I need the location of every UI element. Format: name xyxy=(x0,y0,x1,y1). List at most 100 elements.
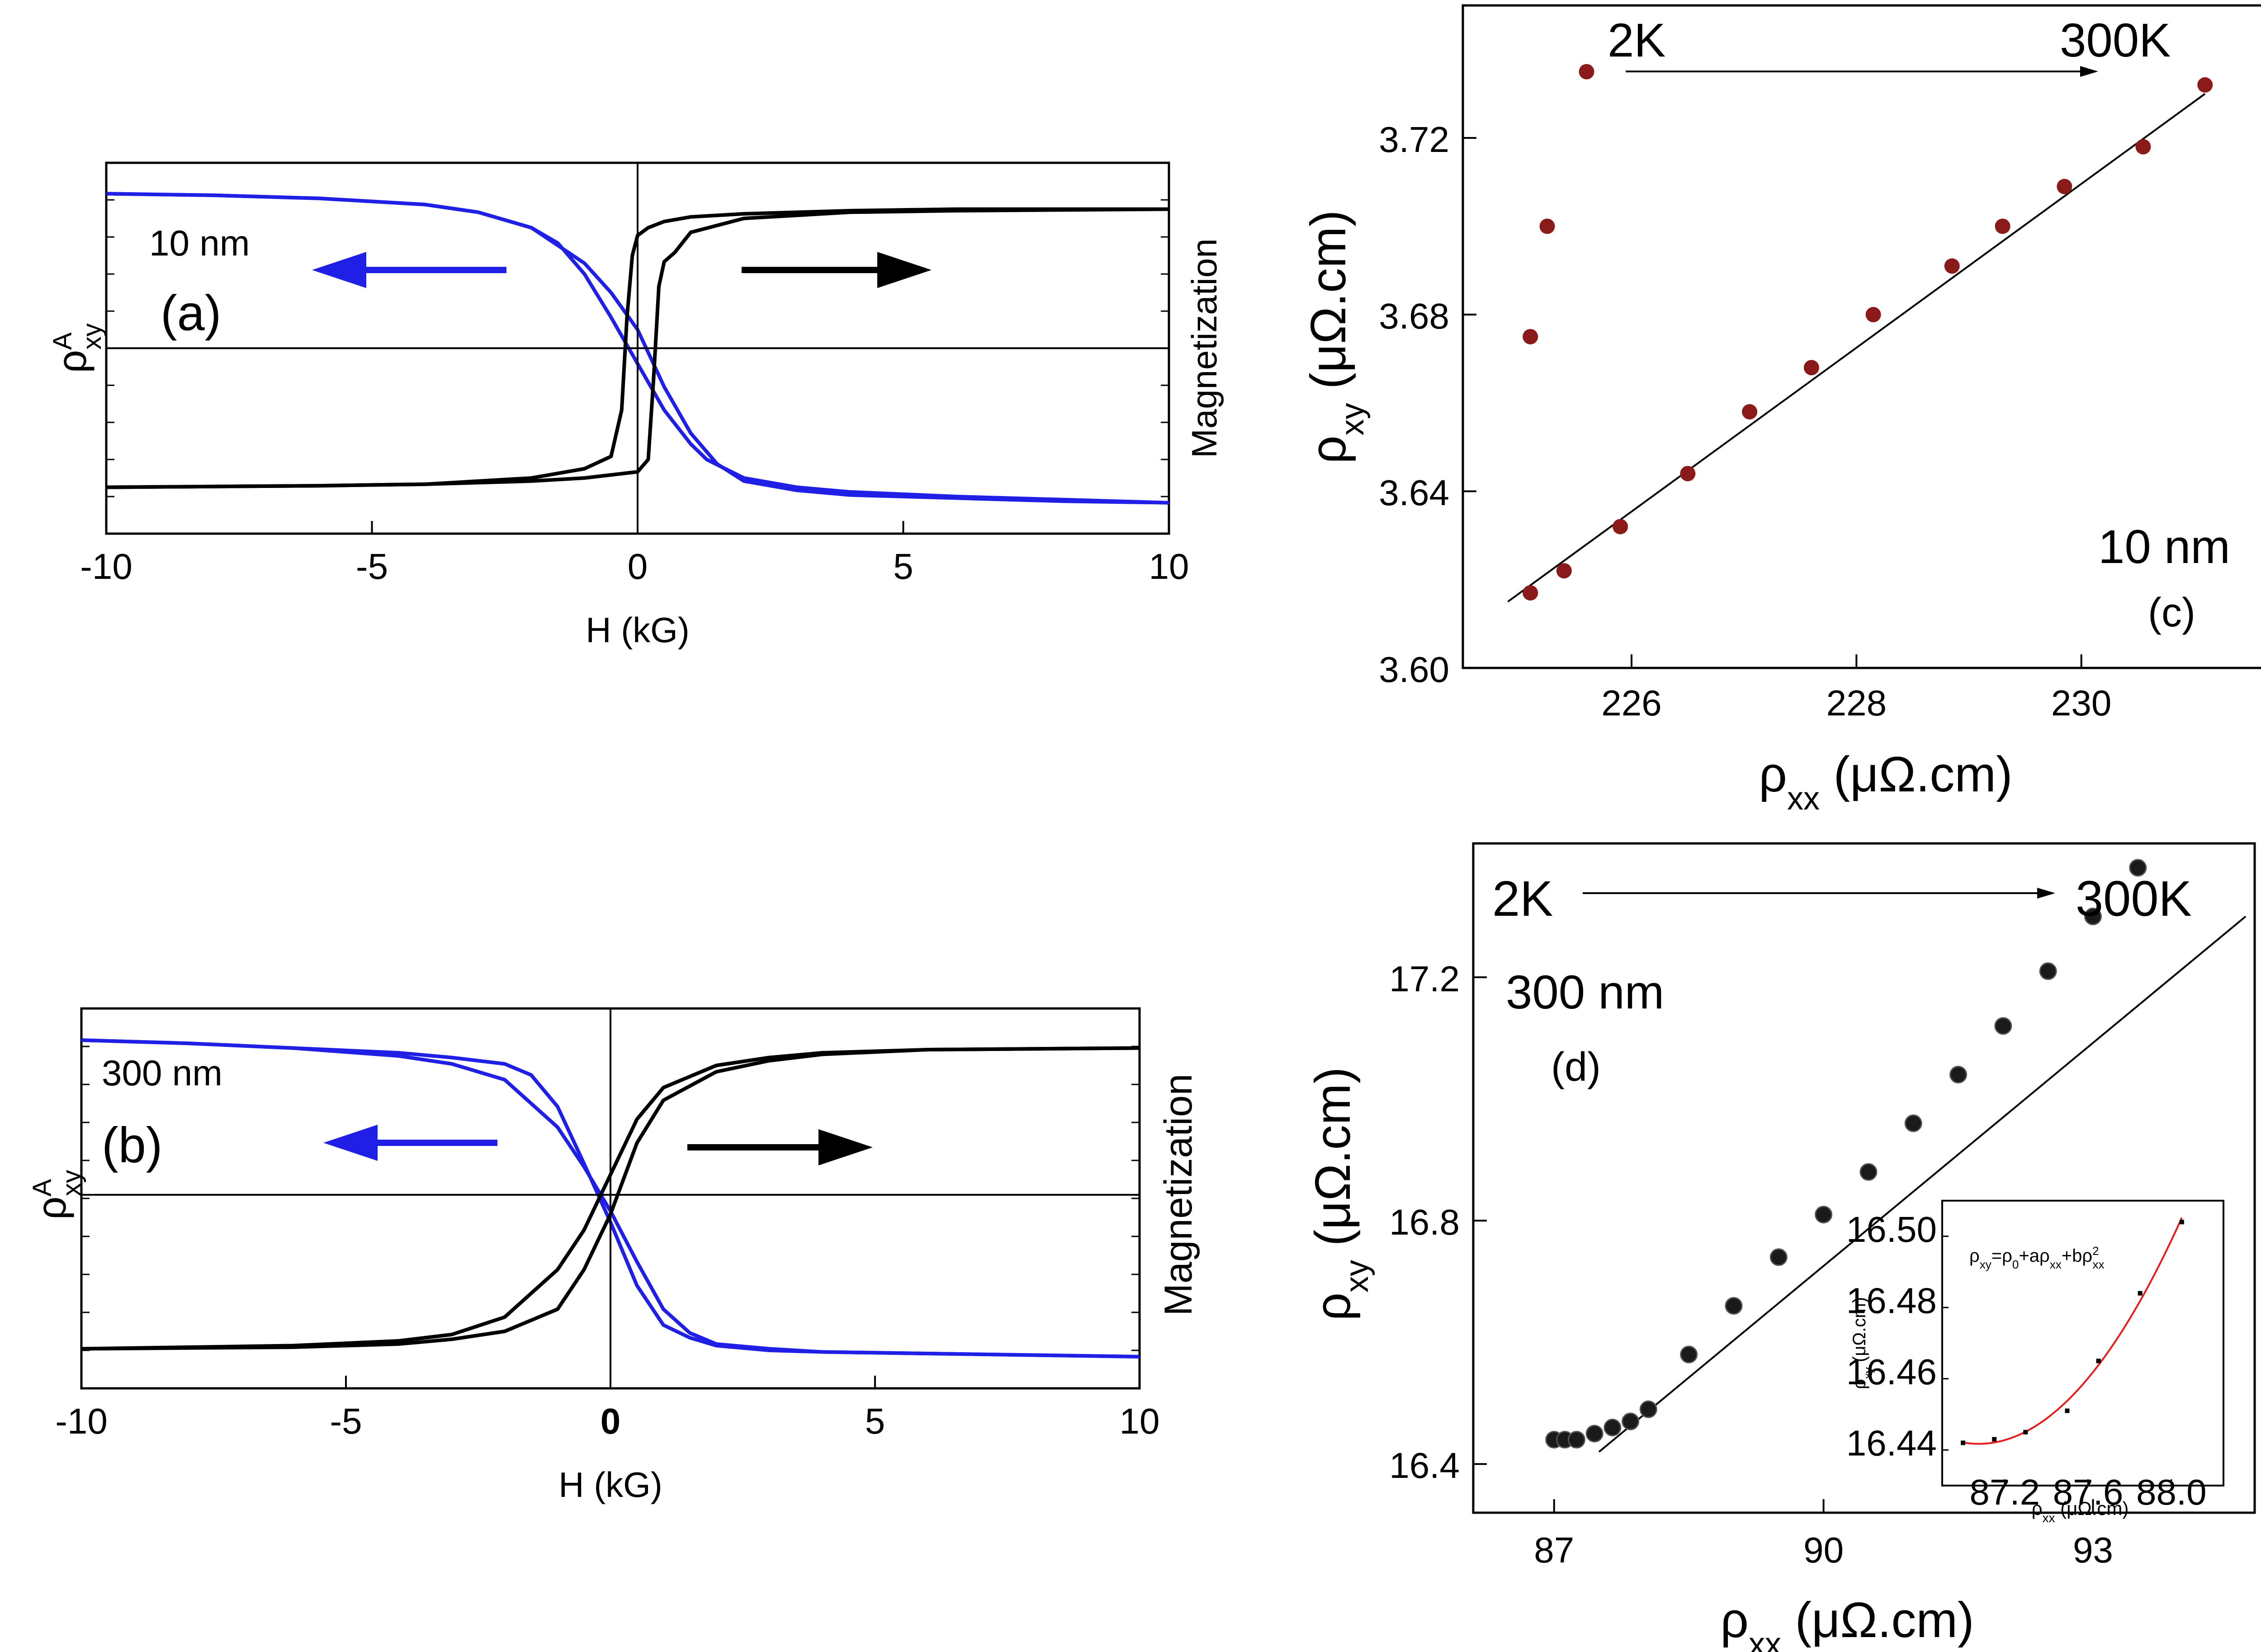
panel-b-hysteresis: -10 -5 0 5 10 300 nm (b) H (kG) ρAxy Magneti… xyxy=(28,1007,1200,1505)
panel-d-label: (d) xyxy=(1551,1045,1601,1090)
inset-frame xyxy=(1941,1200,2224,1486)
panel-c-label: (c) xyxy=(2148,590,2195,635)
panel-b-label: (b) xyxy=(102,1117,162,1173)
panel-d-data-point xyxy=(1949,1065,1968,1084)
panel-d-temp-start: 2K xyxy=(1492,871,1553,927)
panel-c-ytick-label: 3.68 xyxy=(1379,296,1449,336)
inset-ytick-label: 16.50 xyxy=(1846,1209,1937,1250)
inset-data-point xyxy=(2138,1291,2143,1296)
panel-c-temp-arrow-head xyxy=(2080,66,2098,77)
panel-c-data-point xyxy=(1539,218,1555,234)
panel-c-xlabel: ρxx (μΩ.cm) xyxy=(1759,747,2012,817)
inset-data-point xyxy=(2179,1220,2184,1225)
panel-b-xtick-label: 10 xyxy=(1120,1401,1160,1441)
panel-b-xlabel: H (kG) xyxy=(558,1465,662,1505)
inset-ylabel: ρxy (μΩ.cm) xyxy=(1849,1297,1875,1389)
panel-a-hall-arrow-head xyxy=(312,252,366,288)
panel-d-data-point xyxy=(1815,1206,1833,1224)
panel-d-ytick-label: 17.2 xyxy=(1389,959,1460,999)
panel-c-fit-line xyxy=(1507,93,2206,603)
panel-a-ylabel-left: ρAxy xyxy=(48,323,107,373)
inset-formula: ρxy=ρ0+aρxx+bρ2 xx xyxy=(1969,1244,2105,1271)
inset-xlabel: ρxx (μΩ.cm) xyxy=(2032,1498,2129,1525)
panel-c-data-point xyxy=(1556,563,1572,579)
panel-c-data-point xyxy=(1523,329,1538,345)
panel-a-hysteresis: -10 -5 0 5 10 10 nm (a) H (kG) ρAxy Magnetiz… xyxy=(48,161,1224,650)
panel-c-data-point xyxy=(1803,360,1819,375)
panel-b-hall-arrow-head xyxy=(323,1125,378,1161)
panel-c-data-point xyxy=(1742,404,1758,420)
panel-d-xtick-label: 87 xyxy=(1534,1530,1574,1570)
panel-d-ytick-label: 16.8 xyxy=(1389,1202,1460,1242)
panel-c-data-point xyxy=(2057,179,2072,194)
panel-d-data-point xyxy=(1567,1431,1585,1449)
panel-c-data-point xyxy=(1944,258,1960,274)
panel-b-mag-arrow-head xyxy=(818,1129,873,1165)
panel-d-data-point xyxy=(1904,1114,1922,1132)
inset-ytick-label: 16.48 xyxy=(1846,1280,1937,1321)
panel-d-data-point xyxy=(2084,907,2102,925)
panel-a-xtick-label: -5 xyxy=(356,546,388,587)
inset-ytick-label: 16.44 xyxy=(1846,1423,1937,1463)
panel-c-ytick-label: 3.64 xyxy=(1379,473,1449,513)
inset-xtick-label: 87.2 xyxy=(1969,1472,2040,1512)
panel-d-xtick-label: 93 xyxy=(2073,1530,2113,1570)
panel-b-xtick-label: 0 xyxy=(601,1401,621,1441)
panel-c-xtick-label: 230 xyxy=(2051,683,2111,723)
panel-a-xtick-label: 5 xyxy=(893,546,913,587)
panel-c-ytick-label: 3.72 xyxy=(1379,119,1449,160)
panel-a-mag-arrow-head xyxy=(877,252,932,288)
panel-d-sample-label: 300 nm xyxy=(1506,966,1664,1019)
panel-a-mag-down-curve xyxy=(106,207,1169,489)
panel-c-temp-start: 2K xyxy=(1608,14,1665,67)
inset-xtick-label: 87.6 xyxy=(2053,1472,2124,1512)
panel-d-xlabel: ρxx (μΩ.cm) xyxy=(1720,1592,1974,1652)
panel-c-data-point xyxy=(1579,64,1594,80)
panel-c-data-point xyxy=(1613,519,1628,535)
inset-data-point xyxy=(1992,1437,1997,1442)
panel-d-data-point xyxy=(1585,1425,1604,1443)
panel-b-sample-label: 300 nm xyxy=(102,1053,222,1093)
panel-a-ylabel-right: Magnetization xyxy=(1184,238,1224,458)
panel-c-xtick-label: 226 xyxy=(1601,683,1661,723)
panel-c-data-point xyxy=(1865,307,1881,322)
inset-fit-curve xyxy=(1963,1217,2183,1445)
panel-d-ylabel: ρxy (μΩ.cm) xyxy=(1305,1067,1375,1321)
inset-xtick-label: 88.0 xyxy=(2136,1472,2207,1512)
panel-d-ytick-label: 16.4 xyxy=(1389,1445,1460,1486)
panel-c-data-point xyxy=(1995,218,2010,234)
panel-b-xtick-label: 5 xyxy=(865,1401,885,1441)
panel-c-data-point xyxy=(2135,139,2151,155)
panel-c-temp-end: 300K xyxy=(2060,14,2171,67)
panel-d-data-point xyxy=(1680,1345,1698,1363)
panel-b-hall-up-curve xyxy=(81,1038,1140,1359)
panel-a-xtick-label: -10 xyxy=(80,546,132,587)
panel-a-xtick-label: 10 xyxy=(1149,546,1189,587)
panel-d-data-point xyxy=(1725,1297,1743,1315)
panel-d-xtick-label: 90 xyxy=(1803,1530,1844,1570)
inset-ytick-label: 16.46 xyxy=(1846,1352,1937,1392)
panel-c-data-point xyxy=(1523,585,1538,601)
panel-d-data-point xyxy=(2129,859,2147,877)
panel-a-xlabel: H (kG) xyxy=(586,610,690,650)
panel-d-temp-arrow-head xyxy=(2037,888,2055,899)
panel-c-scatter: 2262282302323.603.643.683.72 2K 300K 10 … xyxy=(1301,4,2261,817)
panel-c-xtick-label: 228 xyxy=(1826,683,1887,723)
panel-d-fit-line xyxy=(1598,915,2247,1453)
panel-d-scatter: 87 90 93 16.4 16.8 17.2 2K 300K 300 nm (d) ρx… xyxy=(1305,842,2256,1652)
panel-a-label: (a) xyxy=(161,285,221,341)
inset-data-point xyxy=(2065,1408,2070,1413)
panel-c-data-point xyxy=(2197,77,2213,93)
inset-data-point xyxy=(2023,1430,2028,1434)
panel-c-sample-label: 10 nm xyxy=(2098,521,2230,573)
panel-d-data-point xyxy=(1622,1412,1640,1430)
panel-c-ytick-label: 3.60 xyxy=(1379,649,1449,690)
panel-d-data-point xyxy=(1769,1248,1788,1266)
inset-data-point xyxy=(1961,1440,1966,1445)
panel-d-data-point xyxy=(1604,1419,1622,1437)
panel-a-xtick-label: 0 xyxy=(628,546,648,587)
panel-d-data-point xyxy=(1859,1163,1878,1181)
panel-d-data-point xyxy=(1639,1400,1657,1418)
inset-data-point xyxy=(2096,1359,2101,1363)
panel-c-ylabel: ρxy (μΩ.cm) xyxy=(1301,210,1371,464)
